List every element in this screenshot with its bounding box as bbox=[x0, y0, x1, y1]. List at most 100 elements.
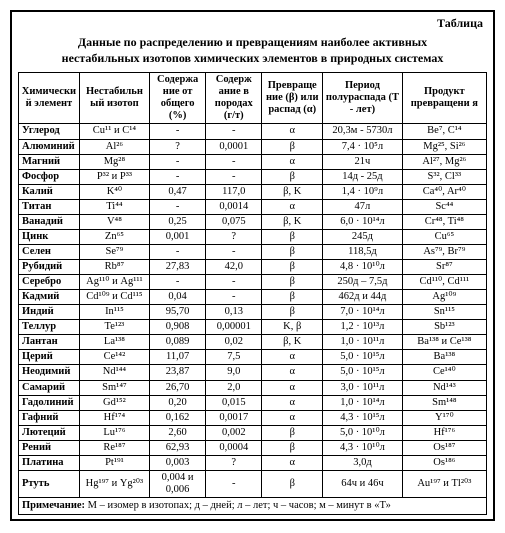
cell-grams: 117,0 bbox=[206, 184, 262, 199]
table-row: ТеллурTe¹²³0,9080,00001K, β1,2 · 10¹³лSb… bbox=[19, 320, 487, 335]
cell-halflife: 245д bbox=[323, 229, 403, 244]
table-row: РтутьHg¹⁹⁷ и Yg²⁰³0,004 и 0,006-β64ч и 4… bbox=[19, 470, 487, 497]
cell-grams: 0,002 bbox=[206, 425, 262, 440]
table-row: НеодимийNd¹⁴⁴23,879,0α5,0 · 10¹⁵лCe¹⁴⁰ bbox=[19, 365, 487, 380]
cell-decay: β bbox=[262, 139, 323, 154]
table-row: ГафнийHf¹⁷⁴0,1620,0017α4,3 · 10¹⁵лY¹⁷⁰ bbox=[19, 410, 487, 425]
note-text: М – изомер в изотопах; д – дней; л – лет… bbox=[85, 500, 391, 511]
cell-element: Калий bbox=[19, 184, 80, 199]
cell-decay: α bbox=[262, 410, 323, 425]
cell-product: Cr⁴⁸, Ti⁴⁸ bbox=[402, 214, 486, 229]
table-row: ЦерийCe¹⁴²11,077,5α5,0 · 10¹⁵лBa¹³⁸ bbox=[19, 350, 487, 365]
cell-element: Рений bbox=[19, 440, 80, 455]
cell-element: Кадмий bbox=[19, 290, 80, 305]
cell-decay: β bbox=[262, 275, 323, 290]
cell-product: Sn¹¹⁵ bbox=[402, 305, 486, 320]
cell-product: Y¹⁷⁰ bbox=[402, 410, 486, 425]
cell-decay: β bbox=[262, 229, 323, 244]
cell-product: Be⁷, C¹⁴ bbox=[402, 124, 486, 139]
table-row: СамарийSm¹⁴⁷26,702,0α3,0 · 10¹¹лNd¹⁴³ bbox=[19, 380, 487, 395]
cell-halflife: 47л bbox=[323, 199, 403, 214]
cell-percent: 26,70 bbox=[150, 380, 206, 395]
cell-element: Лантан bbox=[19, 335, 80, 350]
cell-percent: 0,004 и 0,006 bbox=[150, 470, 206, 497]
cell-grams: - bbox=[206, 470, 262, 497]
table-row: ВанадийV⁴⁸0,250,075β, K6,0 · 10¹⁴лCr⁴⁸, … bbox=[19, 214, 487, 229]
cell-product: Ba¹³⁸ и Ce¹³⁸ bbox=[402, 335, 486, 350]
cell-isotope: Zn⁶⁵ bbox=[79, 229, 149, 244]
cell-element: Неодимий bbox=[19, 365, 80, 380]
table-row: СеленSe⁷⁹--β118,5дAs⁷⁹, Br⁷⁹ bbox=[19, 244, 487, 259]
cell-isotope: Lu¹⁷⁶ bbox=[79, 425, 149, 440]
cell-product: Au¹⁹⁷ и Tl²⁰³ bbox=[402, 470, 486, 497]
cell-grams: 0,0001 bbox=[206, 139, 262, 154]
cell-percent: 0,20 bbox=[150, 395, 206, 410]
cell-element: Гафний bbox=[19, 410, 80, 425]
cell-grams: 0,015 bbox=[206, 395, 262, 410]
cell-element: Лютеций bbox=[19, 425, 80, 440]
cell-isotope: V⁴⁸ bbox=[79, 214, 149, 229]
cell-product: Ag¹⁰⁹ bbox=[402, 290, 486, 305]
cell-halflife: 1,2 · 10¹³л bbox=[323, 320, 403, 335]
cell-grams: - bbox=[206, 169, 262, 184]
table-row: КадмийCd¹⁰⁹ и Cd¹¹⁵0,04-β462д и 44дAg¹⁰⁹ bbox=[19, 290, 487, 305]
cell-decay: α bbox=[262, 124, 323, 139]
table-row: ПлатинаPt¹⁹¹0,003?α3,0дOs¹⁸⁶ bbox=[19, 455, 487, 470]
cell-product: Ba¹³⁸ bbox=[402, 350, 486, 365]
page-frame: Таблица Данные по распределению и превра… bbox=[10, 10, 495, 521]
cell-halflife: 5,0 · 10¹⁵л bbox=[323, 350, 403, 365]
cell-isotope: P³² и P³³ bbox=[79, 169, 149, 184]
cell-isotope: La¹³⁸ bbox=[79, 335, 149, 350]
title-line-1: Данные по распределению и превращениям н… bbox=[78, 35, 427, 49]
cell-percent: 0,908 bbox=[150, 320, 206, 335]
table-row: ТитанTi⁴⁴-0,0014α47лSc⁴⁴ bbox=[19, 199, 487, 214]
cell-grams: 0,00001 bbox=[206, 320, 262, 335]
cell-grams: - bbox=[206, 275, 262, 290]
cell-product: Ca⁴⁰, Ar⁴⁰ bbox=[402, 184, 486, 199]
cell-grams: - bbox=[206, 154, 262, 169]
cell-halflife: 20,3м - 5730л bbox=[323, 124, 403, 139]
cell-decay: β bbox=[262, 169, 323, 184]
cell-product: Nd¹⁴³ bbox=[402, 380, 486, 395]
table-row: ЛантанLa¹³⁸0,0890,02β, K1,0 · 10¹¹лBa¹³⁸… bbox=[19, 335, 487, 350]
table-row: УглеродCu¹¹ и C¹⁴--α20,3м - 5730лBe⁷, C¹… bbox=[19, 124, 487, 139]
cell-element: Цинк bbox=[19, 229, 80, 244]
cell-element: Селен bbox=[19, 244, 80, 259]
table-row: МагнийMg²⁸--α21чAl²⁷, Mg²⁶ bbox=[19, 154, 487, 169]
cell-element: Гадолиний bbox=[19, 395, 80, 410]
cell-isotope: Hf¹⁷⁴ bbox=[79, 410, 149, 425]
cell-element: Ванадий bbox=[19, 214, 80, 229]
cell-element: Серебро bbox=[19, 275, 80, 290]
cell-isotope: Se⁷⁹ bbox=[79, 244, 149, 259]
cell-halflife: 5,0 · 10¹⁵л bbox=[323, 365, 403, 380]
cell-element: Углерод bbox=[19, 124, 80, 139]
table-row: АлюминийAl²⁶?0,0001β7,4 · 10⁵лMg²⁵, Si²⁶ bbox=[19, 139, 487, 154]
cell-isotope: Hg¹⁹⁷ и Yg²⁰³ bbox=[79, 470, 149, 497]
cell-halflife: 3,0д bbox=[323, 455, 403, 470]
cell-element: Церий bbox=[19, 350, 80, 365]
cell-grams: 7,5 bbox=[206, 350, 262, 365]
title-line-2: нестабильных изотопов химических элемент… bbox=[62, 51, 444, 65]
table-row: ЦинкZn⁶⁵0,001?β245дCu⁶⁵ bbox=[19, 229, 487, 244]
cell-decay: β, K bbox=[262, 214, 323, 229]
cell-isotope: K⁴⁰ bbox=[79, 184, 149, 199]
cell-percent: 2,60 bbox=[150, 425, 206, 440]
cell-grams: 2,0 bbox=[206, 380, 262, 395]
cell-element: Титан bbox=[19, 199, 80, 214]
cell-element: Ртуть bbox=[19, 470, 80, 497]
cell-decay: β bbox=[262, 290, 323, 305]
cell-isotope: Sm¹⁴⁷ bbox=[79, 380, 149, 395]
table-label: Таблица bbox=[18, 16, 483, 31]
cell-percent: 11,07 bbox=[150, 350, 206, 365]
note-label: Примечание: bbox=[22, 500, 85, 511]
cell-percent: 62,93 bbox=[150, 440, 206, 455]
col-product: Продукт превращени я bbox=[402, 73, 486, 124]
cell-grams: 0,0017 bbox=[206, 410, 262, 425]
col-isotope: Нестабильн ый изотоп bbox=[79, 73, 149, 124]
cell-isotope: Al²⁶ bbox=[79, 139, 149, 154]
cell-halflife: 21ч bbox=[323, 154, 403, 169]
cell-halflife: 4,8 · 10¹⁰л bbox=[323, 260, 403, 275]
cell-halflife: 7,0 · 10¹⁴л bbox=[323, 305, 403, 320]
cell-decay: β bbox=[262, 260, 323, 275]
cell-product: Mg²⁵, Si²⁶ bbox=[402, 139, 486, 154]
